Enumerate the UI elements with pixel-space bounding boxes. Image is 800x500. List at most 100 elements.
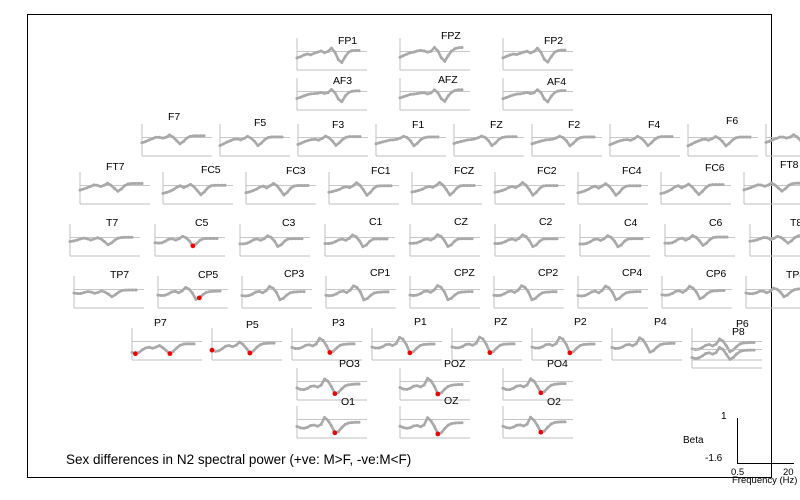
data-point [204,290,208,294]
data-point [728,350,732,354]
data-point [110,295,114,299]
data-point [331,293,335,297]
data-point [231,345,235,349]
data-point [408,51,412,55]
data-point [544,290,548,294]
data-point [470,237,474,241]
data-point [323,91,327,95]
data-point [549,94,553,98]
data-point [418,343,422,347]
data-point [759,183,763,187]
data-point [795,135,799,139]
data-point [624,184,628,188]
data-point [439,97,443,101]
data-point [151,346,155,350]
electrode-label-fc5: FC5 [201,164,221,176]
electrode-label-c3: C3 [282,217,296,229]
spectrum-trace-fcz [410,172,482,205]
data-point [773,183,777,187]
data-point [302,426,306,430]
data-point [398,424,402,428]
spectrum-trace-po3 [295,368,367,401]
data-point [205,236,209,240]
data-point [558,335,562,339]
data-point [413,189,417,193]
data-point [432,424,436,428]
data-point [667,293,671,297]
data-point [124,288,128,292]
data-point [181,234,185,238]
data-point [174,138,178,142]
significant-point [209,347,215,353]
data-point [209,184,213,188]
data-point [719,288,723,292]
data-point [297,346,301,350]
data-point [785,136,789,140]
data-point [510,185,514,189]
data-point [446,54,450,58]
data-point [701,295,705,299]
electrode-label-c5: C5 [195,217,209,229]
data-point [411,241,415,245]
electrode-label-fc1: FC1 [371,165,391,177]
data-point [127,235,131,239]
electrode-label-f6: F6 [726,115,739,127]
data-point [436,135,440,139]
data-point [585,342,589,346]
data-point [646,144,650,148]
data-point [302,94,306,98]
data-point [655,345,659,349]
data-point [273,135,277,139]
data-point [742,188,746,192]
data-point [68,240,72,244]
spectrum-trace-fc6 [659,172,731,205]
data-point [698,297,702,301]
data-point [385,237,389,241]
data-point [355,135,359,139]
data-point [676,184,680,188]
data-point [202,190,206,194]
data-point [411,294,415,298]
data-point [402,134,406,138]
data-point [82,291,86,295]
electrode-plot-c3: C3 [236,217,312,265]
significant-point [190,243,196,249]
data-point [324,293,328,297]
spectrum-trace-c4 [578,224,650,257]
data-point [495,346,499,350]
data-point [312,51,316,55]
data-point [638,290,642,294]
data-point [187,239,191,243]
data-point [106,243,110,247]
data-point [697,193,701,197]
data-point [761,289,765,293]
data-point [634,342,638,346]
data-point [345,291,349,295]
data-point [561,337,565,341]
data-point [525,90,529,94]
data-point [436,49,440,53]
data-point [546,60,550,64]
data-point [309,53,313,57]
data-point [319,383,323,387]
electrode-plot-fp1: FP1 [293,35,369,79]
data-point [259,238,263,242]
spectrum-trace-p5 [209,328,282,361]
data-point [540,139,544,143]
data-point [534,243,538,247]
data-point [347,236,351,240]
data-point [467,290,471,294]
data-point [527,239,531,243]
data-point [751,292,755,296]
data-point [564,139,568,143]
data-point [288,291,292,295]
data-point [398,136,402,140]
data-point [579,190,583,194]
data-point [496,242,500,246]
data-point [126,182,130,186]
spectrum-trace-fc1 [327,172,399,205]
data-point [451,190,455,194]
data-point [711,352,715,356]
data-point [521,233,525,237]
data-point [295,424,299,428]
